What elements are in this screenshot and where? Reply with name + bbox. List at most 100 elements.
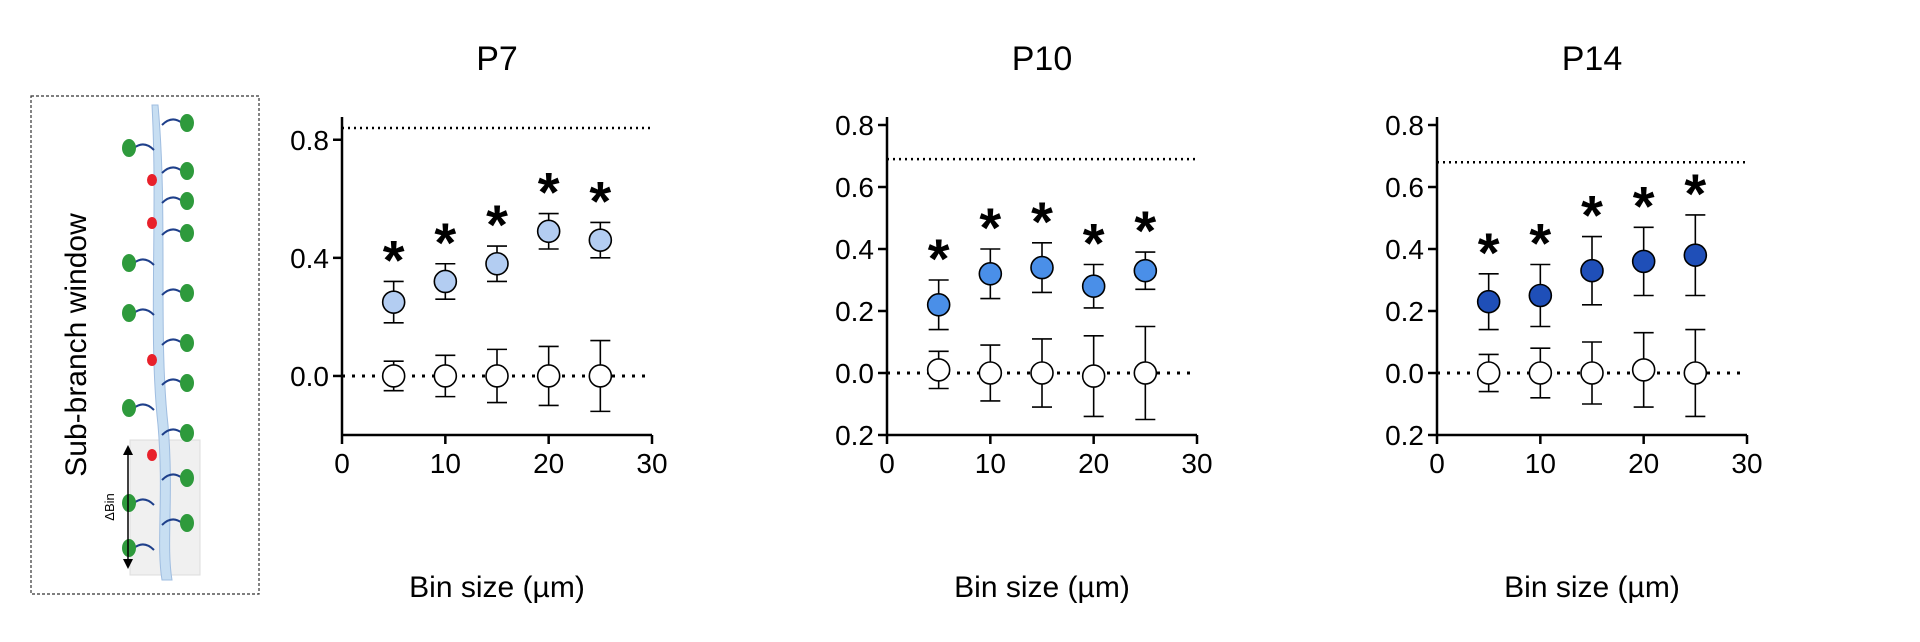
y-tick-label: 0.2 xyxy=(835,296,874,327)
shuffled-point xyxy=(1030,361,1054,385)
schematic-frame xyxy=(30,95,260,595)
chart-title: P14 xyxy=(1562,40,1623,78)
significance-star: * xyxy=(383,228,405,291)
spine-neck xyxy=(133,258,155,266)
chart-p14: P14 -0.2 0.0 0.2 0.4 0.6 0.8 0 10 20 30 Bin size (µ… xyxy=(1385,40,1763,604)
dendrite-with-spines xyxy=(122,104,194,581)
spine-neck xyxy=(161,338,183,346)
x-axis-label: Bin size (µm) xyxy=(409,571,585,604)
observed-point xyxy=(926,292,951,317)
red-spine-head xyxy=(147,354,157,366)
spine-neck xyxy=(133,143,155,151)
green-spine-head xyxy=(180,192,194,210)
y-tick-label: 0.6 xyxy=(835,172,874,203)
y-tick-label: 0.2 xyxy=(1385,296,1424,327)
y-tick-label: -0.2 xyxy=(1385,420,1424,451)
x-tick-label: 20 xyxy=(1078,448,1109,479)
green-spine-head xyxy=(180,224,194,242)
y-tick-label: 0.0 xyxy=(1385,358,1424,389)
shuffled-point xyxy=(1580,361,1604,385)
significance-star: * xyxy=(1684,162,1706,225)
shuffled-point xyxy=(1476,361,1501,385)
spine-neck xyxy=(161,288,183,296)
green-spine-head xyxy=(180,114,194,132)
green-spine-head xyxy=(122,494,136,512)
green-spine-head xyxy=(122,304,136,322)
observed-point xyxy=(485,251,509,276)
x-tick-label: 30 xyxy=(1731,448,1762,479)
bin-size-label: ΔBin xyxy=(102,493,117,520)
significance-star: * xyxy=(434,211,456,274)
significance-star: * xyxy=(1478,221,1500,284)
shuffled-point xyxy=(1528,361,1553,385)
shuffled-point xyxy=(588,364,613,388)
spine-neck xyxy=(161,166,183,174)
red-spine-head xyxy=(147,449,157,461)
x-tick-label: 30 xyxy=(636,448,667,479)
green-spine-head xyxy=(122,139,136,157)
observed-point xyxy=(1476,289,1501,314)
observed-point xyxy=(536,219,561,244)
observed-point xyxy=(433,269,458,294)
bin-arrow-head-top xyxy=(123,445,133,455)
bin-arrow-head-bottom xyxy=(123,559,133,569)
sub-branch-window-schematic: Sub-branch window ΔBin xyxy=(30,95,260,595)
spine-neck xyxy=(161,196,183,204)
y-tick-label: 0.4 xyxy=(1385,234,1424,265)
spine-neck xyxy=(161,228,183,236)
shuffled-point xyxy=(433,364,458,388)
observed-point xyxy=(1133,258,1158,283)
x-tick-label: 0 xyxy=(334,448,350,479)
y-tick-label: 0.4 xyxy=(835,234,874,265)
x-tick-label: 30 xyxy=(1181,448,1212,479)
observed-point xyxy=(588,228,613,252)
significance-star: * xyxy=(1581,184,1603,247)
chart-title: P10 xyxy=(1012,40,1073,78)
shuffled-point xyxy=(536,364,561,388)
spine-neck xyxy=(133,403,155,411)
significance-star: * xyxy=(1083,212,1105,275)
observed-point xyxy=(978,261,1003,286)
shuffled-point xyxy=(381,364,406,388)
x-tick-label: 10 xyxy=(975,448,1006,479)
green-spine-head xyxy=(180,162,194,180)
observed-point xyxy=(381,290,406,314)
significance-star: * xyxy=(486,193,508,256)
observed-point xyxy=(1631,249,1656,274)
shuffled-point xyxy=(978,361,1003,385)
observed-point xyxy=(1081,274,1106,299)
x-tick-label: 20 xyxy=(533,448,564,479)
x-tick-label: 0 xyxy=(879,448,895,479)
x-axis-label: Bin size (µm) xyxy=(954,571,1130,604)
green-spine-head xyxy=(122,254,136,272)
green-spine-head xyxy=(180,514,194,532)
spine-neck xyxy=(133,308,155,316)
y-tick-label: 0.0 xyxy=(290,361,329,392)
green-spine-head xyxy=(122,399,136,417)
green-spine-head xyxy=(180,374,194,392)
shuffled-point xyxy=(926,358,951,382)
shuffled-point xyxy=(485,364,509,388)
red-spine-head xyxy=(147,217,157,229)
chart-p10: P10 -0.2 0.0 0.2 0.4 0.6 0.8 0 10 20 30 Bin size (µ… xyxy=(835,40,1213,604)
significance-star: * xyxy=(979,196,1001,259)
green-spine-head xyxy=(180,469,194,487)
x-tick-label: 10 xyxy=(1525,448,1556,479)
observed-point xyxy=(1528,283,1553,308)
x-tick-label: 10 xyxy=(430,448,461,479)
y-tick-label: 0.4 xyxy=(290,243,329,274)
significance-star: * xyxy=(538,161,560,224)
significance-star: * xyxy=(928,227,950,290)
green-spine-head xyxy=(180,284,194,302)
significance-star: * xyxy=(589,169,611,232)
significance-star: * xyxy=(1031,190,1053,253)
x-tick-label: 0 xyxy=(1429,448,1445,479)
y-tick-label: 0.0 xyxy=(835,358,874,389)
chart-title: P7 xyxy=(476,40,518,78)
green-spine-head xyxy=(180,424,194,442)
shuffled-point xyxy=(1133,361,1158,385)
y-tick-label: 0.6 xyxy=(1385,172,1424,203)
observed-point xyxy=(1580,258,1604,283)
shuffled-point xyxy=(1683,361,1708,385)
y-tick-label: 0.8 xyxy=(835,110,874,141)
